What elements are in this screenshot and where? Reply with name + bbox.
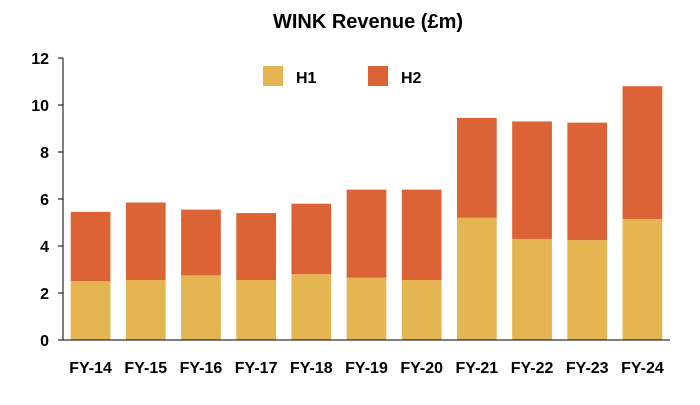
bar-h1-fy-15 bbox=[125, 280, 166, 340]
y-tick-label: 2 bbox=[40, 286, 49, 303]
chart-title: WINK Revenue (£m) bbox=[273, 11, 463, 33]
x-tick-label: FY-21 bbox=[456, 360, 499, 377]
bar-h2-fy-14 bbox=[70, 211, 111, 282]
bar-h2-fy-22 bbox=[512, 121, 552, 239]
x-tick-label: FY-17 bbox=[235, 360, 278, 377]
legend-label-h2: H2 bbox=[401, 70, 422, 87]
bar-h1-fy-19 bbox=[346, 277, 387, 340]
legend-swatch-h1 bbox=[263, 66, 283, 86]
bar-h1-fy-18 bbox=[291, 274, 332, 340]
bar-h1-fy-21 bbox=[456, 217, 497, 340]
bar-h2-fy-16 bbox=[181, 209, 221, 276]
legend: H1 H2 bbox=[263, 66, 422, 87]
bar-h1-fy-20 bbox=[401, 280, 442, 340]
x-tick-label: FY-14 bbox=[69, 360, 112, 377]
bar-h2-fy-15 bbox=[125, 202, 166, 281]
x-tick-label: FY-18 bbox=[290, 360, 333, 377]
bar-h1-fy-22 bbox=[512, 238, 552, 340]
bar-h2-fy-20 bbox=[401, 189, 442, 281]
x-tick-label: FY-15 bbox=[124, 360, 167, 377]
legend-label-h1: H1 bbox=[296, 70, 317, 87]
y-tick-label: 0 bbox=[40, 333, 49, 350]
bar-h1-fy-16 bbox=[181, 275, 221, 340]
bar-h2-fy-24 bbox=[622, 86, 663, 219]
y-tick-label: 10 bbox=[31, 98, 49, 115]
x-tick-label: FY-20 bbox=[400, 360, 443, 377]
x-tick-label: FY-24 bbox=[621, 360, 664, 377]
x-tick-label: FY-22 bbox=[511, 360, 554, 377]
bar-h1-fy-17 bbox=[236, 280, 277, 340]
legend-swatch-h2 bbox=[368, 66, 388, 86]
x-tick-label: FY-19 bbox=[345, 360, 388, 377]
bar-h2-fy-21 bbox=[456, 117, 497, 218]
bar-h2-fy-23 bbox=[567, 122, 608, 241]
bar-h2-fy-17 bbox=[236, 213, 277, 281]
bar-h1-fy-14 bbox=[70, 281, 111, 340]
y-tick-label: 12 bbox=[31, 51, 49, 68]
y-tick-label: 8 bbox=[40, 145, 49, 162]
bar-h1-fy-23 bbox=[567, 240, 608, 340]
bar-h2-fy-18 bbox=[291, 203, 332, 275]
x-tick-label: FY-23 bbox=[566, 360, 609, 377]
bar-h2-fy-19 bbox=[346, 189, 387, 278]
x-tick-label: FY-16 bbox=[180, 360, 223, 377]
y-tick-label: 4 bbox=[40, 239, 49, 256]
bar-h1-fy-24 bbox=[622, 218, 663, 340]
y-tick-label: 6 bbox=[40, 192, 49, 209]
